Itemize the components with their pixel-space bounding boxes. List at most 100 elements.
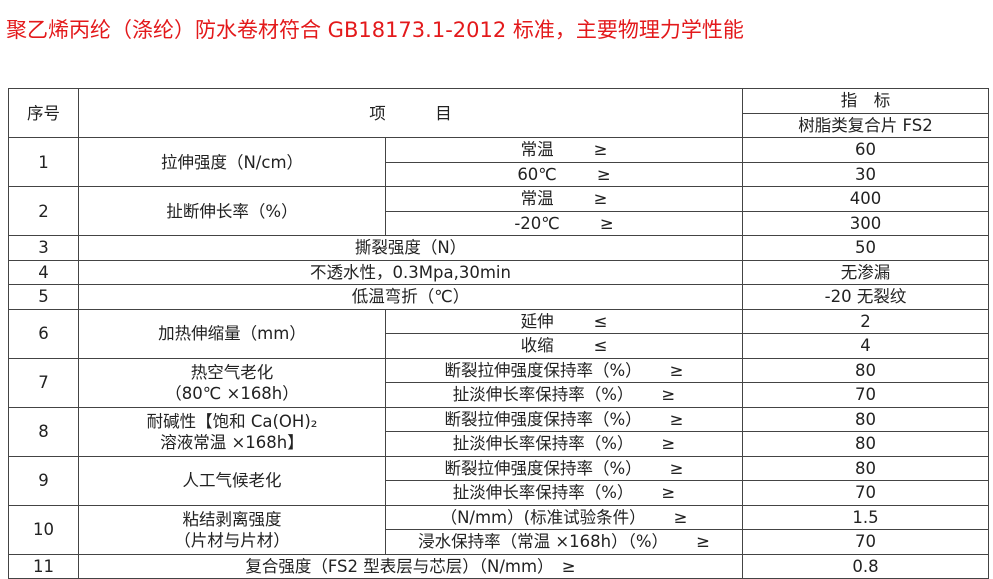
value-cell: 70 [742,382,989,408]
item-label: （80℃ ×168h） [165,383,299,403]
condition-label: 断裂拉伸强度保持率（%） [444,409,642,429]
value-cell: 80 [742,357,989,383]
table-row: 扯淡伸长率保持率（%） ≥70 [9,480,989,506]
condition-cell: 扯淡伸长率保持率（%） ≥ [385,431,743,457]
row-number: 4 [8,259,79,285]
condition-label: 扯淡伸长率保持率（%） [452,385,634,405]
header-material: 树脂类复合片 FS2 [742,112,989,138]
item-cell: 热空气老化 （80℃ ×168h） [78,357,386,408]
table-row: 7 热空气老化 （80℃ ×168h） 断裂拉伸强度保持率（%） ≥80 [8,357,989,408]
item-label: （片材与片材） [174,530,290,550]
table-header-row: 序号 项 目 指 标 [8,88,989,138]
condition-label: -20℃ [514,213,560,233]
condition-sign: ≥ [696,532,710,552]
value-cell: 70 [742,529,989,555]
table-row: 2 扯断伸长率（%） 常温 ≥400 [8,186,989,236]
condition-cell: 60℃ ≥ [385,161,743,187]
row-number: 9 [8,455,79,506]
row-number: 1 [8,137,79,187]
item-label: 加热伸缩量（mm） [158,324,306,343]
item-cell: 扯断伸长率（%） [78,186,386,236]
item-label: 复合强度（FS2 型表层与芯层）（N/mm） ≥ [245,556,576,576]
condition-label: 常温 [520,189,554,209]
item-label: 拉伸强度（N/cm） [160,152,304,172]
value-cell: 80 [742,431,989,457]
condition-sign: ≥ [661,483,676,503]
table-row: 3 撕裂强度（N） 50 [8,235,989,261]
condition-sign: ≤ [593,336,608,356]
value-cell: 4 [742,333,989,359]
table-row: 扯淡伸长率保持率（%） ≥70 [9,382,989,408]
condition-label: 断裂拉伸强度保持率（%） [444,360,642,380]
value-cell: 80 [742,406,989,432]
condition-label: 扯淡伸长率保持率（%） [452,434,634,454]
table-row: 收缩 ≤4 [9,333,989,359]
condition-label: 扯淡伸长率保持率（%） [452,483,634,503]
document-title: 聚乙烯丙纶（涤纶）防水卷材符合 GB18173.1-2012 标准，主要物理力学… [6,18,744,42]
condition-sign: ≥ [596,164,611,184]
condition-cell: 断裂拉伸强度保持率（%） ≥ [385,455,743,481]
condition-sign: ≥ [669,409,684,429]
table-row: 1 拉伸强度（N/cm） 常温 ≥60 [8,137,989,187]
item-label: 扯断伸长率（%） [166,201,298,221]
table-row: 60℃ ≥30 [9,161,989,187]
table-row: 9 人工气候老化 断裂拉伸强度保持率（%） ≥80 [8,455,989,506]
table-row: 5 低温弯折（℃） -20 无裂纹 [8,284,989,310]
table-header-row: 树脂类复合片 FS2 [9,112,989,138]
condition-sign: ≥ [669,458,684,478]
row-number: 6 [8,308,79,359]
row-number: 10 [8,504,79,555]
value-cell: 400 [742,186,989,212]
item-label: 不透水性，0.3Mpa,30min [310,262,511,282]
condition-sign: ≥ [661,434,676,454]
value-cell: 30 [742,161,989,187]
value-cell: 70 [742,480,989,506]
condition-cell: 常温 ≥ [385,186,743,212]
item-cell: 粘结剥离强度 （片材与片材） [78,504,386,555]
condition-sign: ≤ [593,311,608,331]
row-number: 5 [8,284,79,310]
value-cell: -20 无裂纹 [742,284,989,310]
value-cell: 300 [742,210,989,236]
item-label: 撕裂强度（N） [354,238,467,258]
header-item: 项 目 [78,88,743,138]
row-number: 8 [8,406,79,457]
item-label: 粘结剥离强度 [182,509,282,529]
item-cell: 低温弯折（℃） [78,284,743,310]
item-cell: 不透水性，0.3Mpa,30min [78,259,743,285]
table-row: 4 不透水性，0.3Mpa,30min 无渗漏 [8,259,989,285]
header-seq: 序号 [8,88,79,138]
condition-label: 60℃ [517,164,557,184]
condition-sign: ≥ [669,360,684,380]
condition-cell: 断裂拉伸强度保持率（%） ≥ [385,406,743,432]
row-number: 2 [8,186,79,236]
item-cell: 人工气候老化 [78,455,386,506]
value-cell: 60 [742,137,989,163]
row-number: 7 [8,357,79,408]
value-cell: 2 [742,308,989,334]
row-number: 3 [8,235,79,261]
value-cell: 0.8 [742,553,989,579]
condition-cell: 扯淡伸长率保持率（%） ≥ [385,480,743,506]
properties-table: 序号 项 目 指 标 树脂类复合片 FS2 1 拉伸强度（N/cm） 常温 ≥60 60… [8,88,989,579]
table-row: 11 复合强度（FS2 型表层与芯层）（N/mm） ≥ 0.8 [8,553,989,579]
condition-sign: ≥ [661,385,676,405]
condition-cell: 收缩 ≤ [385,333,743,359]
item-label: 低温弯折（℃） [351,287,470,307]
table-row: 6 加热伸缩量（mm） 延伸 ≤2 [8,308,989,359]
item-label: 溶液常温 ×168h】 [160,432,304,452]
item-label: 热空气老化 [190,362,274,382]
item-cell: 撕裂强度（N） [78,235,743,261]
condition-sign: ≥ [593,140,608,160]
row-number: 11 [8,553,79,579]
value-cell: 无渗漏 [742,259,989,285]
item-cell: 拉伸强度（N/cm） [78,137,386,187]
condition-cell: （N/mm）(标准试验条件） ≥ [385,504,743,530]
item-cell: 耐碱性【饱和 Ca(OH)₂ 溶液常温 ×168h】 [78,406,386,457]
item-cell: 复合强度（FS2 型表层与芯层）（N/mm） ≥ [78,553,743,579]
condition-sign: ≥ [593,189,608,209]
condition-label: 常温 [520,140,554,160]
condition-label: 断裂拉伸强度保持率（%） [444,458,642,478]
condition-sign: ≥ [673,507,688,527]
table-row: 10 粘结剥离强度 （片材与片材） （N/mm）(标准试验条件） ≥1.5 [8,504,989,555]
